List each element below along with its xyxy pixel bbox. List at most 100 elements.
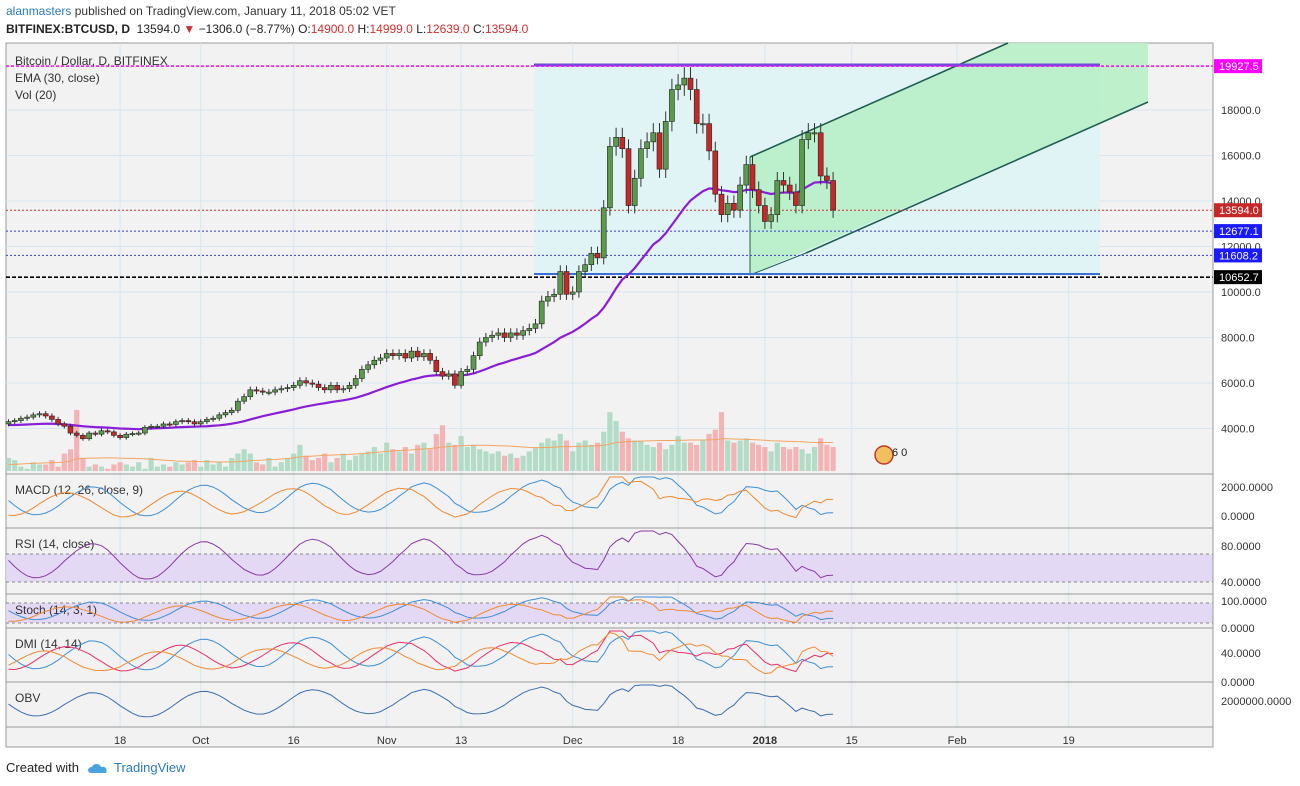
candle-body: [55, 419, 61, 425]
volume-bar: [489, 453, 495, 471]
volume-bar: [260, 464, 266, 471]
volume-bar: [582, 440, 588, 471]
badge-text: 6 0: [892, 447, 907, 459]
volume-bar: [520, 455, 526, 471]
candle-body: [631, 177, 638, 206]
candle-body: [191, 421, 198, 425]
obv-label: OBV: [15, 691, 40, 705]
candle-body: [724, 202, 731, 215]
channel-lower-line: [805, 101, 1149, 254]
candle-body: [799, 139, 805, 206]
candle-body: [266, 391, 272, 394]
candle-body: [24, 416, 30, 419]
price-tick-label: 6000.0: [1221, 378, 1255, 390]
volume-bar: [774, 442, 780, 471]
volume-bar: [291, 453, 297, 471]
candle-body: [408, 350, 415, 359]
volume-bar: [36, 464, 43, 471]
price-axis[interactable]: 4000.06000.08000.010000.012000.014000.01…: [1212, 43, 1262, 747]
tradingview-link[interactable]: TradingView: [87, 760, 186, 775]
time-tick-label: 18: [672, 735, 684, 747]
stoch-tick: 100.0000: [1221, 596, 1267, 608]
volume-bar: [148, 457, 154, 471]
last-price: 13594.0: [136, 22, 181, 36]
candle-body: [352, 378, 359, 386]
volume-bar: [830, 447, 836, 471]
volume-bar: [743, 438, 749, 471]
volume-bar: [470, 444, 477, 471]
candle-body: [656, 132, 663, 170]
candle-body: [805, 132, 812, 140]
candle-body: [687, 77, 694, 90]
candle-body: [278, 388, 285, 391]
volume-bar: [576, 442, 582, 471]
obv-tick: 2000000.0000: [1221, 696, 1291, 708]
dmi-tick: 0.0000: [1221, 677, 1255, 689]
volume-bars: [5, 409, 836, 471]
candle-body: [123, 433, 130, 438]
volume-bar: [284, 457, 291, 471]
price-level-tag: [1214, 224, 1262, 239]
time-tick-label: Nov: [377, 735, 397, 747]
candle-body: [402, 353, 409, 359]
candle-body: [700, 123, 706, 126]
volume-bar: [787, 449, 793, 471]
ohlc-bar: BITFINEX:BTCUSD, D 13594.0 ▼ −1306.0 (−8…: [6, 22, 528, 36]
close-value: 13594.0: [484, 22, 529, 36]
candles: [5, 67, 836, 441]
volume-bar: [402, 447, 408, 471]
candle-body: [421, 353, 427, 358]
volume-bar: [359, 453, 365, 471]
candle-body: [173, 421, 179, 425]
candle-body: [309, 382, 316, 385]
candle-body: [228, 409, 235, 413]
footer: Created with TradingView: [6, 760, 186, 775]
symbol-label: BITFINEX:BTCUSD, D: [6, 22, 130, 36]
volume-bar: [613, 420, 619, 471]
candle-body: [507, 332, 514, 338]
price-tick-label: 16000.0: [1221, 151, 1261, 163]
candle-body: [780, 180, 787, 186]
flag-badge[interactable]: 6 0: [874, 445, 907, 465]
candle-body: [712, 150, 719, 195]
candle-body: [216, 414, 223, 419]
candle-body: [706, 123, 712, 152]
time-axis[interactable]: 18 Oct 16 Nov 13 Dec 18 2018 15 Feb 19: [6, 726, 1213, 747]
stoch-line: [8, 596, 834, 624]
candle-body: [607, 146, 613, 209]
candle-body: [210, 417, 216, 420]
candle-body: [290, 384, 297, 388]
candle-body: [483, 337, 489, 343]
volume-ma-line: [8, 438, 834, 465]
candle-body: [458, 371, 464, 386]
low-value: 12639.0: [426, 22, 470, 36]
vol-legend: Vol (20): [15, 88, 56, 102]
candle-body: [92, 432, 99, 435]
candle-body: [489, 334, 495, 338]
volume-bar: [656, 442, 663, 471]
candle-body: [359, 369, 365, 379]
price-level-tag: [1214, 59, 1262, 74]
candle-body: [315, 383, 322, 388]
candle-body: [600, 207, 607, 259]
volume-bar: [322, 453, 328, 471]
candle-body: [433, 359, 440, 372]
candle-body: [346, 384, 353, 389]
volume-bar: [756, 444, 762, 471]
time-tick-label: 13: [455, 735, 467, 747]
candle-body: [414, 350, 421, 358]
time-tick-label: 16: [288, 735, 300, 747]
candle-body: [811, 132, 818, 135]
down-arrow-icon: ▼: [183, 22, 196, 36]
volume-bar: [80, 457, 86, 471]
author-link[interactable]: alanmasters: [6, 4, 72, 18]
candle-body: [253, 389, 260, 392]
volume-bar: [204, 460, 210, 471]
volume-bar: [737, 440, 743, 471]
time-tick-label: 15: [846, 735, 858, 747]
price-level-tag: [1214, 248, 1262, 263]
volume-bar: [173, 462, 179, 471]
volume-bar: [694, 444, 700, 471]
volume-bar: [353, 455, 359, 471]
